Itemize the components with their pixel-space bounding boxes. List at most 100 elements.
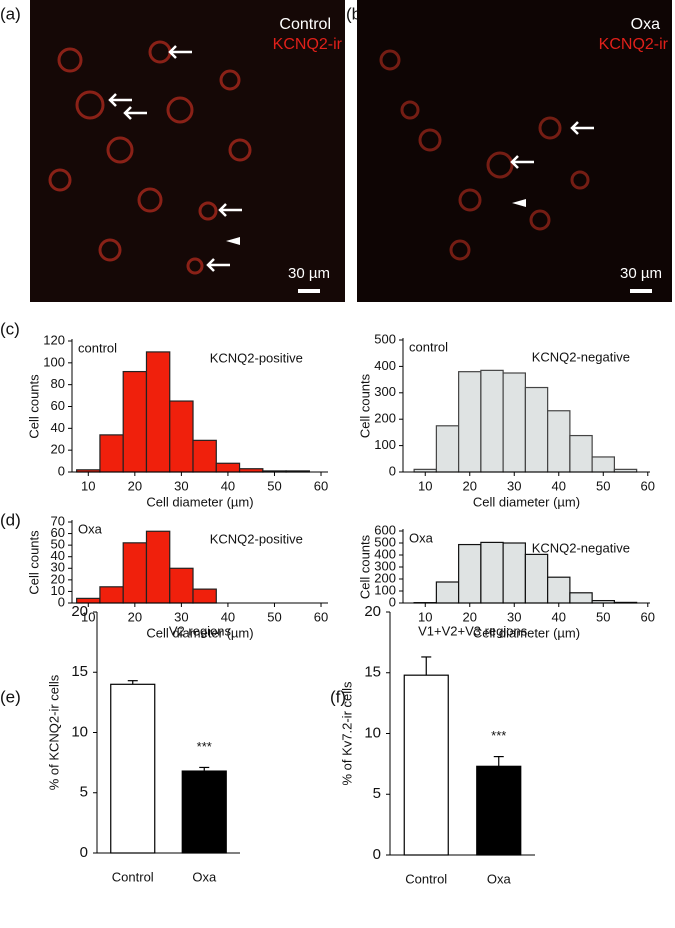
stain-label: KCNQ2-ir <box>599 36 669 53</box>
subtitle: V2 regions <box>169 623 232 638</box>
x-tick-label: 30 <box>507 609 521 624</box>
x-tick-label: Control <box>405 871 447 886</box>
histogram-bar <box>100 435 123 472</box>
panel-label: (c) <box>0 319 20 338</box>
significance: *** <box>197 739 212 754</box>
histogram-bar <box>525 388 547 472</box>
x-tick-label: 50 <box>596 609 610 624</box>
condition-label: Oxa <box>631 16 660 33</box>
histogram-bar <box>548 577 570 603</box>
histogram-bar <box>548 411 570 472</box>
y-tick-label: 0 <box>389 463 396 478</box>
x-tick-label: 30 <box>507 478 521 493</box>
y-tick-label: 100 <box>43 354 65 369</box>
histogram-bar <box>459 372 481 472</box>
scale-bar-label: 30 µm <box>620 265 662 282</box>
x-tick-label: 50 <box>596 478 610 493</box>
bar <box>404 675 448 855</box>
histogram-bar <box>459 545 481 603</box>
group-label: control <box>78 340 117 355</box>
y-tick-label: 400 <box>374 358 396 373</box>
series-label: KCNQ2-negative <box>532 540 630 555</box>
y-axis-label: % of KCNQ2-ir cells <box>46 674 61 790</box>
histogram-bar <box>525 554 547 603</box>
histogram-bar <box>570 593 592 603</box>
y-tick-label: 120 <box>43 332 65 347</box>
condition-label: Control <box>279 16 331 33</box>
x-tick-label: 40 <box>552 609 566 624</box>
x-tick-label: 30 <box>174 478 188 493</box>
histogram-bar <box>123 543 146 603</box>
y-tick-label: 70 <box>51 513 65 528</box>
x-tick-label: 40 <box>552 478 566 493</box>
y-tick-label: 40 <box>51 420 65 435</box>
x-tick-label: 60 <box>314 478 328 493</box>
y-axis-label: Cell counts <box>26 374 41 439</box>
x-tick-label: 10 <box>418 609 432 624</box>
x-tick-label: 20 <box>128 609 142 624</box>
y-tick-label: 60 <box>51 398 65 413</box>
subtitle: V1+V2+V3 regions <box>418 623 528 638</box>
y-tick-label: 0 <box>80 844 88 861</box>
y-tick-label: 0 <box>373 846 381 863</box>
y-tick-label: 5 <box>80 784 88 801</box>
histogram-bar <box>570 436 592 472</box>
y-tick-label: 80 <box>51 376 65 391</box>
x-tick-label: 20 <box>463 609 477 624</box>
y-axis-label: % of Kv7.2-ir cells <box>339 681 354 786</box>
group-label: control <box>409 339 448 354</box>
micrograph: Control KCNQ2-ir 30 µm <box>30 0 345 302</box>
x-axis-label: Cell diameter (µm) <box>146 494 253 509</box>
x-tick-label: Oxa <box>192 869 217 884</box>
y-tick-label: 600 <box>374 522 396 537</box>
histogram-bar <box>123 372 146 472</box>
y-tick-label: 5 <box>373 785 381 802</box>
histogram-bar <box>100 587 123 603</box>
y-tick-label: 15 <box>71 663 88 680</box>
y-tick-label: 100 <box>374 437 396 452</box>
histogram-bar <box>481 542 503 603</box>
x-tick-label: 20 <box>128 478 142 493</box>
histogram-bar <box>436 582 458 603</box>
x-tick-label: 10 <box>418 478 432 493</box>
x-tick-label: 60 <box>314 609 328 624</box>
histogram-bar <box>193 589 216 603</box>
x-tick-label: Control <box>112 869 154 884</box>
y-axis-label: Cell counts <box>357 373 372 438</box>
histogram-bar <box>146 531 169 603</box>
histogram-bar <box>170 401 193 472</box>
y-tick-label: 10 <box>364 724 381 741</box>
histogram-bar <box>193 440 216 472</box>
series-label: KCNQ2-negative <box>532 349 630 364</box>
bar <box>182 771 226 853</box>
y-tick-label: 10 <box>71 723 88 740</box>
histogram-bar <box>503 543 525 603</box>
histogram-bar <box>503 373 525 472</box>
significance: *** <box>491 728 506 743</box>
series-label: KCNQ2-positive <box>210 531 303 546</box>
x-tick-label: 10 <box>81 478 95 493</box>
y-tick-label: 20 <box>71 603 88 620</box>
x-axis-label: Cell diameter (µm) <box>473 494 580 509</box>
panel-label: (a) <box>0 4 21 23</box>
x-tick-label: Oxa <box>487 871 512 886</box>
x-tick-label: 20 <box>463 478 477 493</box>
histogram-bar <box>146 352 169 472</box>
x-tick-label: 30 <box>174 609 188 624</box>
y-tick-label: 20 <box>51 442 65 457</box>
group-label: Oxa <box>78 521 103 536</box>
x-tick-label: 60 <box>641 478 655 493</box>
histogram-bar <box>481 370 503 472</box>
bar <box>477 766 521 855</box>
micrograph: Oxa KCNQ2-ir 30 µm <box>357 0 672 302</box>
scale-bar-label: 30 µm <box>288 265 330 282</box>
panel-label: (e) <box>0 687 21 706</box>
y-axis-label: Cell counts <box>26 530 41 595</box>
y-tick-label: 15 <box>364 664 381 681</box>
histogram-bar <box>170 568 193 603</box>
panel-label: (d) <box>0 510 21 529</box>
x-tick-label: 40 <box>221 609 235 624</box>
x-tick-label: 50 <box>267 478 281 493</box>
x-tick-label: 40 <box>221 478 235 493</box>
